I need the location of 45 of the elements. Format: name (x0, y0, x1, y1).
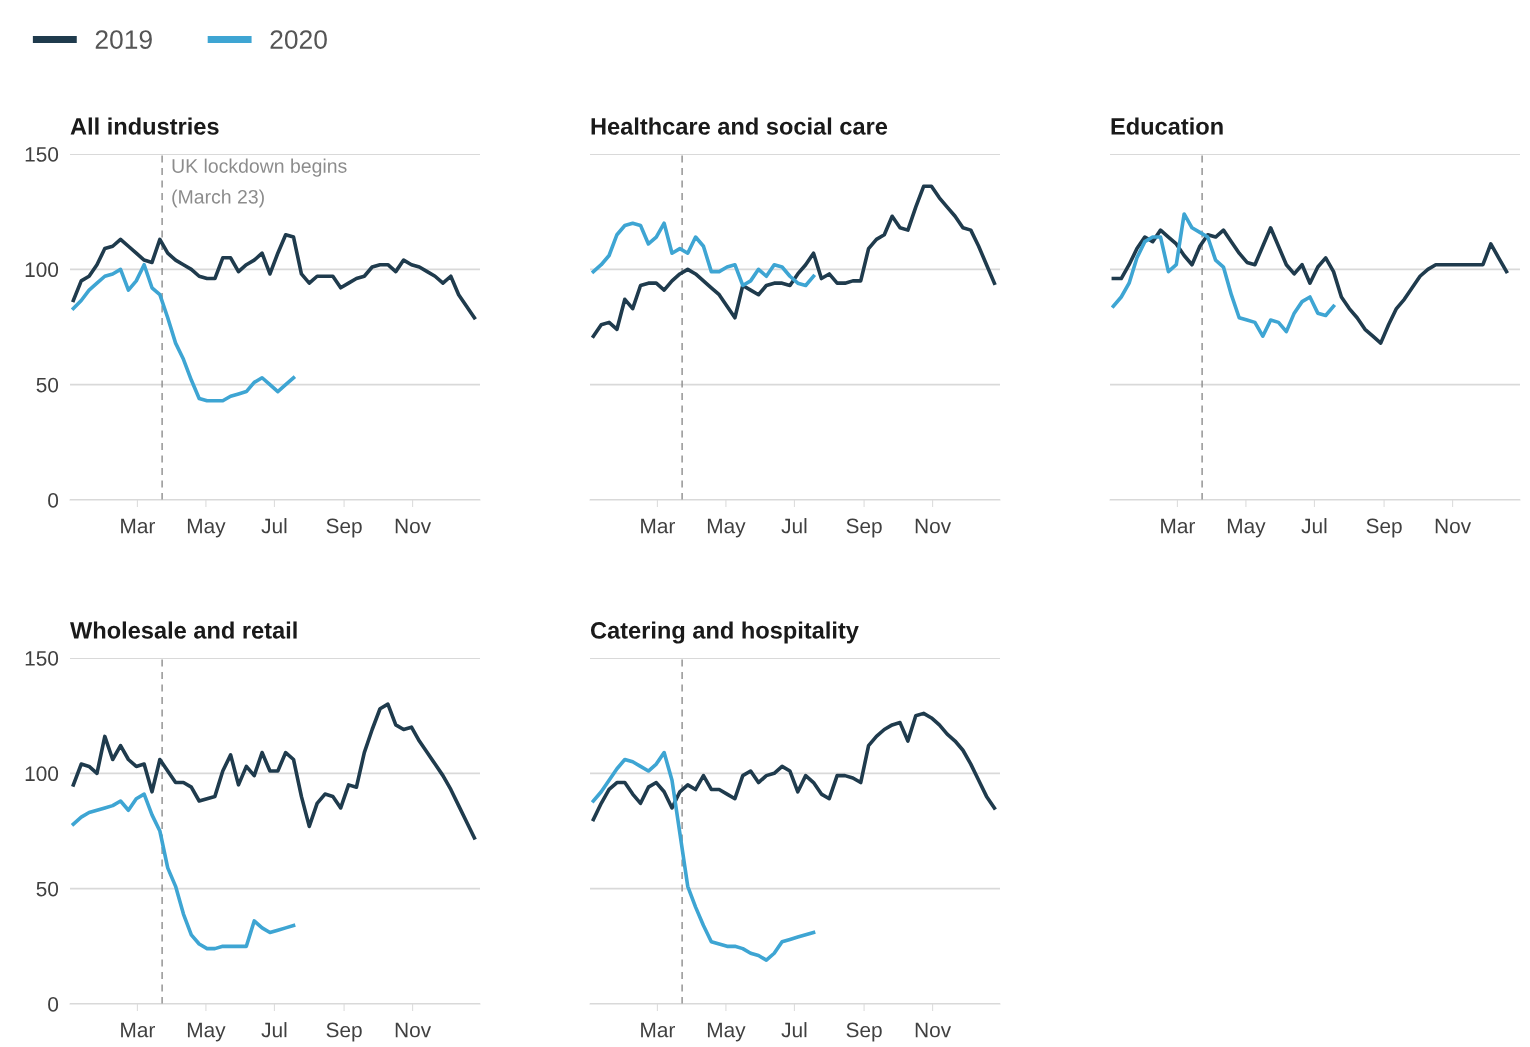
x-tick-label: Jul (781, 518, 807, 534)
y-tick-label: 150 (25, 651, 59, 666)
y-tick-label: 0 (48, 493, 59, 508)
ref-line-label: UK lockdown begins (March 23) (172, 158, 347, 208)
chart-title: Education (1111, 117, 1223, 135)
line-series (71, 792, 296, 951)
x-tick-label: Mar (121, 1022, 155, 1038)
x-tick-label: Mar (121, 518, 155, 534)
x-tick-label: Mar (641, 1022, 675, 1038)
line-series (71, 262, 296, 403)
x-tick-label: Jul (261, 518, 287, 534)
y-tick-label: 100 (25, 262, 59, 278)
x-tick-label: Jul (781, 1022, 807, 1038)
legend-label: 2019 (95, 30, 152, 49)
y-tick-label: 150 (25, 147, 59, 162)
y-tick-label: 50 (36, 377, 59, 393)
line-series (71, 232, 477, 320)
x-tick-label: Sep (1366, 518, 1402, 538)
x-tick-label: May (187, 1022, 226, 1042)
chart-title: Healthcare and social care (591, 117, 888, 135)
x-tick-label: Nov (915, 518, 952, 534)
x-tick-label: Sep (846, 518, 882, 538)
x-tick-label: May (707, 518, 746, 538)
x-tick-label: May (707, 1022, 746, 1042)
x-tick-label: Nov (395, 518, 432, 534)
line-series (71, 702, 477, 840)
x-tick-label: Mar (641, 518, 675, 534)
x-tick-label: May (187, 518, 226, 538)
x-tick-label: Mar (1161, 518, 1195, 534)
chart-title: Catering and hospitality (590, 621, 859, 644)
y-tick-label: 0 (48, 997, 59, 1012)
x-tick-label: Jul (261, 1022, 287, 1038)
chart-title: Wholesale and retail (70, 621, 297, 639)
y-tick-label: 100 (25, 766, 59, 782)
y-tick-label: 50 (36, 881, 59, 897)
x-tick-label: Nov (1435, 518, 1472, 534)
chart-title: All industries (70, 117, 219, 135)
x-tick-label: Jul (1301, 518, 1327, 534)
x-tick-label: Nov (915, 1022, 952, 1038)
x-tick-label: May (1227, 518, 1266, 538)
x-tick-label: Nov (395, 1022, 432, 1038)
x-tick-label: Sep (326, 518, 362, 538)
legend-label: 2020 (270, 30, 327, 49)
x-tick-label: Sep (326, 1022, 362, 1042)
x-tick-label: Sep (846, 1022, 882, 1042)
